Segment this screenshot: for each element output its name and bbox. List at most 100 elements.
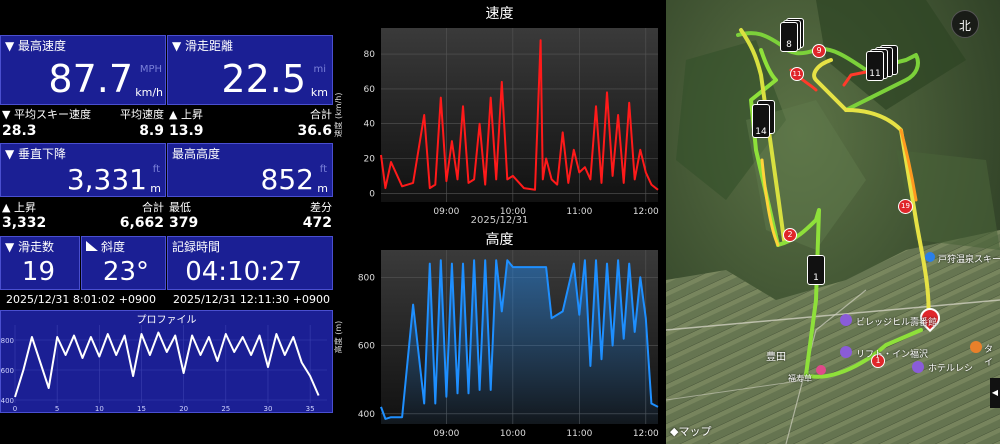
compass-button[interactable]: 北 [951,10,979,38]
altitude-substats: ▲ 上昇 合計 3,332 6,662 最低 差分 379 472 [0,197,333,235]
lift-marker[interactable]: 8 [780,18,806,54]
map-view[interactable]: 北 8 11 14 1 9 11 2 19 1 ビレッジヒル壽番館 リフト・イン… [666,0,1000,444]
y-tick-label: 600 [358,342,375,352]
lift-marker-label: 8 [780,22,798,52]
avg-speed-value: 8.9 [139,123,164,139]
slope-panel: 斜度 23° [81,236,166,290]
map-label-village: ビレッジヒル壽番館 [856,318,938,328]
x-tick-label: 20 [179,405,188,412]
altitude-chart: 400 600 800 09:00 10:00 11:00 12:00 高度 (m) [333,250,659,439]
apple-icon: ◆ [670,425,679,438]
y-tick-label: 800 [1,337,14,345]
map-label-hotel: ホテルレシ [928,364,974,374]
max-alt-value: 852 [260,163,314,196]
x-tick-label: 12:00 [633,429,659,439]
y-tick-label: 40 [364,120,376,130]
x-tick-label: 11:00 [566,429,592,439]
distance-label: ▼ 滑走距離 [172,39,234,53]
lift-marker-label: 14 [752,104,770,138]
diff-value: 472 [302,215,332,231]
x-tick-label: 10:00 [500,429,526,439]
vertical-value: 3,331 [66,163,147,196]
x-tick-label: 12:00 [633,207,659,217]
map-canvas [666,0,1000,444]
max-speed-unit: km/h [135,86,163,99]
scroll-arrow-icon[interactable]: ◀ [990,378,1000,408]
vertical-unit-alt: ft [152,164,160,175]
profile-title: プロファイル [136,315,197,326]
total-dist-value: 36.6 [297,123,332,139]
vert-total-value: 6,662 [119,215,164,231]
max-speed-panel: ▼ 最高速度 87.7 MPH km/h [0,35,166,105]
x-tick-label: 10 [95,405,104,412]
duration-label: 記録時間 [172,240,221,254]
runs-value: 19 [21,257,55,287]
distance-unit: km [310,86,328,99]
vertical-unit: m [150,182,161,195]
x-tick-label: 35 [306,405,315,412]
profile-line [14,331,320,398]
x-tick-label: 09:00 [433,429,459,439]
speed-chart: 0 20 40 60 80 09:00 10:00 11:00 12:00 速度 (km/h) [333,28,659,217]
x-tick-label: 11:00 [566,207,592,217]
vert-total-label: 合計 [142,201,164,214]
avg-speed-label: 平均速度 [120,108,164,121]
run-marker[interactable]: 2 [783,228,797,242]
run-marker[interactable]: 9 [812,44,826,58]
altitude-line [380,259,659,420]
runs-label: ▼ 滑走数 [5,240,55,254]
x-tick-label: 25 [221,405,230,412]
slope-label: 斜度 [101,240,126,254]
y-tick-label: 60 [364,85,376,95]
y-tick-label: 80 [364,50,376,60]
y-tick-label: 600 [1,367,14,375]
y-tick-label: 800 [358,273,375,283]
max-speed-value: 87.7 [48,57,133,101]
runs-panel: ▼ 滑走数 19 [0,236,80,290]
vertical-label: ▼ 垂直下降 [5,147,67,161]
total-dist-label: 合計 [310,108,332,121]
map-label-fukujuso: 福寿草 [788,374,812,383]
distance-panel: ▼ 滑走距離 22.5 mi km [167,35,333,105]
map-tab-label[interactable]: ◆マップ [670,425,712,438]
x-tick-label: 0 [13,405,17,412]
min-alt-label: 最低 [169,201,191,214]
lift-marker[interactable]: 14 [752,100,776,142]
map-label-toyota: 豊田 [766,352,786,363]
x-tick-label: 5 [55,405,59,412]
x-tick-label: 15 [137,405,146,412]
run-marker[interactable]: 19 [898,199,913,214]
duration-panel: 記録時間 04:10:27 [167,236,333,290]
max-speed-label: ▼ 最高速度 [5,39,67,53]
vert-up-value: 3,332 [2,215,47,231]
y-tick-label: 20 [364,155,376,165]
slope-value: 23° [102,257,149,287]
distance-unit-alt: mi [313,64,326,75]
end-time: 2025/12/31 12:11:30 +0900 [173,293,331,306]
lift-marker-label: 11 [866,51,884,81]
vertical-panel: ▼ 垂直下降 3,331 ft m [0,143,166,197]
lift-marker[interactable]: 11 [866,45,900,85]
vert-up-label: ▲ 上昇 [2,201,36,214]
diff-label: 差分 [310,201,332,214]
speed-substats: ▼ 平均スキー速度 平均速度 28.3 8.9 ▲ 上昇 合計 13.9 36.… [0,106,333,144]
lift-marker[interactable]: 1 [807,255,827,291]
avg-ski-speed-label: ▼ 平均スキー速度 [2,108,91,121]
ascent-dist-value: 13.9 [169,123,204,139]
profile-chart: 400 600 800 0 5 10 15 20 25 30 35 [1,325,327,412]
distance-value: 22.5 [221,57,306,101]
ascent-dist-label: ▲ 上昇 [169,108,203,121]
x-tick-label: 30 [264,405,273,412]
altitude-title: 高度 [485,232,514,248]
y-tick-label: 0 [369,189,375,199]
start-time: 2025/12/31 8:01:02 +0900 [6,293,157,306]
altitude-area [381,260,658,424]
run-marker[interactable]: 1 [871,354,885,368]
max-alt-label: 最高高度 [172,147,221,161]
compass-north: 北 [958,19,971,33]
run-marker[interactable]: 11 [790,67,804,81]
x-tick-label: 10:00 [500,207,526,217]
speed-title: 速度 [485,6,514,22]
lift-marker-label: 1 [807,255,825,285]
map-label-lift-inn: リフト・イン福沢 [856,350,929,360]
